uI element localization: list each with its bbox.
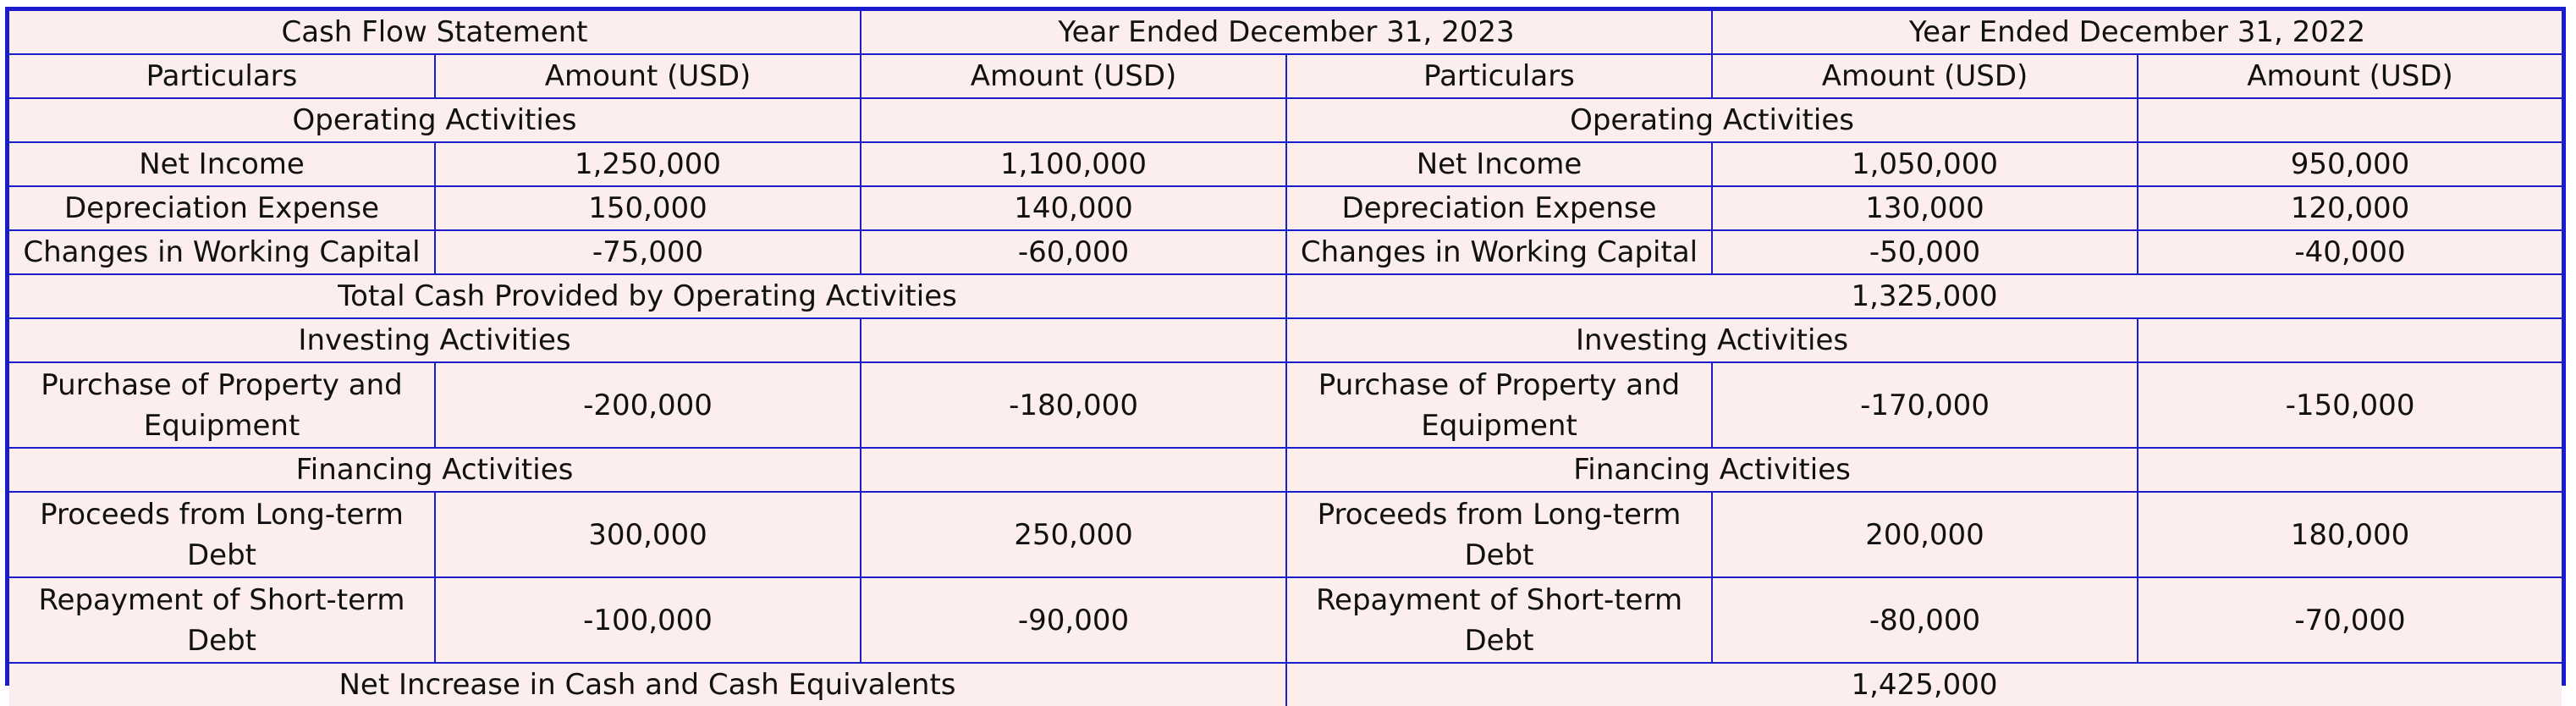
- column-header-amount: Amount (USD): [433, 53, 862, 99]
- net-increase-value: 1,425,000: [1285, 662, 2562, 706]
- section-label-operating: Operating Activities: [1285, 97, 2139, 143]
- row-label: Changes in Working Capital: [9, 229, 436, 275]
- amount-cell: -50,000: [1711, 229, 2139, 275]
- amount-cell: -200,000: [433, 361, 862, 449]
- amount-cell: -75,000: [433, 229, 862, 275]
- empty-cell: [860, 317, 1288, 363]
- amount-cell: 1,250,000: [433, 141, 862, 187]
- section-label-investing: Investing Activities: [1285, 317, 2139, 363]
- amount-cell: 1,050,000: [1711, 141, 2139, 187]
- amount-cell: 250,000: [860, 491, 1288, 578]
- row-label: Repayment of Short-term Debt: [9, 576, 436, 664]
- empty-cell: [2137, 317, 2562, 363]
- amount-cell: -100,000: [433, 576, 862, 664]
- table-title: Cash Flow Statement: [9, 11, 862, 55]
- table-row: Changes in Working Capital -75,000 -60,0…: [9, 229, 2562, 275]
- column-header-amount: Amount (USD): [860, 53, 1288, 99]
- empty-cell: [2137, 447, 2562, 493]
- amount-cell: -80,000: [1711, 576, 2139, 664]
- row-label: Repayment of Short-term Debt: [1285, 576, 1714, 664]
- amount-cell: -150,000: [2137, 361, 2562, 449]
- section-label-investing: Investing Activities: [9, 317, 862, 363]
- amount-cell: 120,000: [2137, 185, 2562, 231]
- empty-cell: [2137, 97, 2562, 143]
- year-2022-header: Year Ended December 31, 2022: [1711, 11, 2562, 55]
- row-label: Proceeds from Long-term Debt: [9, 491, 436, 578]
- table-row: Purchase of Property and Equipment -200,…: [9, 361, 2562, 449]
- amount-cell: -70,000: [2137, 576, 2562, 664]
- cash-flow-table-frame: Cash Flow Statement Year Ended December …: [5, 7, 2566, 706]
- column-header-particulars: Particulars: [9, 53, 436, 99]
- row-label: Changes in Working Capital: [1285, 229, 1714, 275]
- row-label: Net Income: [1285, 141, 1714, 187]
- amount-cell: -40,000: [2137, 229, 2562, 275]
- table-header-row: Cash Flow Statement Year Ended December …: [9, 11, 2562, 55]
- column-header-particulars: Particulars: [1285, 53, 1714, 99]
- row-label: Proceeds from Long-term Debt: [1285, 491, 1714, 578]
- cash-flow-table: Cash Flow Statement Year Ended December …: [9, 11, 2562, 706]
- row-label: Purchase of Property and Equipment: [9, 361, 436, 449]
- table-row: Repayment of Short-term Debt -100,000 -9…: [9, 576, 2562, 664]
- amount-cell: 140,000: [860, 185, 1288, 231]
- section-label-financing: Financing Activities: [1285, 447, 2139, 493]
- section-label-operating: Operating Activities: [9, 97, 862, 143]
- section-row-operating: Operating Activities Operating Activitie…: [9, 97, 2562, 143]
- amount-cell: -180,000: [860, 361, 1288, 449]
- amount-cell: -90,000: [860, 576, 1288, 664]
- total-value: 1,325,000: [1285, 273, 2562, 319]
- row-label: Net Income: [9, 141, 436, 187]
- table-row: Depreciation Expense 150,000 140,000 Dep…: [9, 185, 2562, 231]
- column-header-amount: Amount (USD): [1711, 53, 2139, 99]
- column-header-row: Particulars Amount (USD) Amount (USD) Pa…: [9, 53, 2562, 99]
- net-increase-row: Net Increase in Cash and Cash Equivalent…: [9, 662, 2562, 706]
- amount-cell: 300,000: [433, 491, 862, 578]
- amount-cell: 150,000: [433, 185, 862, 231]
- net-increase-label: Net Increase in Cash and Cash Equivalent…: [9, 662, 1288, 706]
- section-row-financing: Financing Activities Financing Activitie…: [9, 447, 2562, 493]
- amount-cell: 950,000: [2137, 141, 2562, 187]
- amount-cell: 1,100,000: [860, 141, 1288, 187]
- table-row: Net Income 1,250,000 1,100,000 Net Incom…: [9, 141, 2562, 187]
- row-label: Depreciation Expense: [1285, 185, 1714, 231]
- row-label: Purchase of Property and Equipment: [1285, 361, 1714, 449]
- section-label-financing: Financing Activities: [9, 447, 862, 493]
- amount-cell: -170,000: [1711, 361, 2139, 449]
- empty-cell: [860, 447, 1288, 493]
- year-2023-header: Year Ended December 31, 2023: [860, 11, 1714, 55]
- total-row-operating: Total Cash Provided by Operating Activit…: [9, 273, 2562, 319]
- total-label: Total Cash Provided by Operating Activit…: [9, 273, 1288, 319]
- column-header-amount: Amount (USD): [2137, 53, 2562, 99]
- empty-cell: [860, 97, 1288, 143]
- row-label: Depreciation Expense: [9, 185, 436, 231]
- amount-cell: 130,000: [1711, 185, 2139, 231]
- amount-cell: 200,000: [1711, 491, 2139, 578]
- section-row-investing: Investing Activities Investing Activitie…: [9, 317, 2562, 363]
- amount-cell: -60,000: [860, 229, 1288, 275]
- amount-cell: 180,000: [2137, 491, 2562, 578]
- table-row: Proceeds from Long-term Debt 300,000 250…: [9, 491, 2562, 578]
